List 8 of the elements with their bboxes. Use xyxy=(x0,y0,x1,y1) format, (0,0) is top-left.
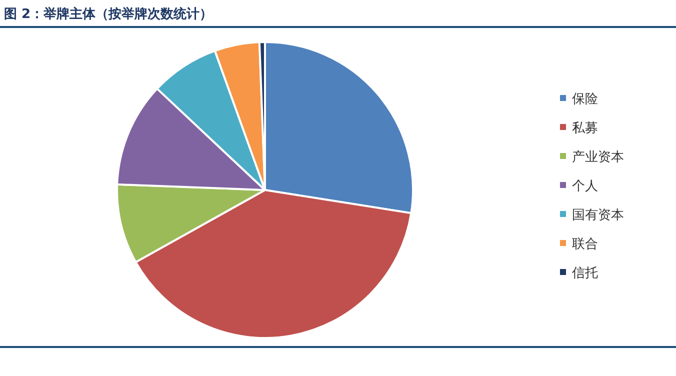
legend-label: 联合 xyxy=(572,237,598,252)
legend-label: 信托 xyxy=(572,266,598,281)
legend-label: 国有资本 xyxy=(572,208,624,223)
chart-title: 图 2：举牌主体（按举牌次数统计） xyxy=(4,6,213,22)
legend-label: 产业资本 xyxy=(572,150,624,165)
legend-label: 私募 xyxy=(572,121,598,136)
legend-label: 保险 xyxy=(572,92,598,107)
legend-label: 个人 xyxy=(572,179,598,194)
